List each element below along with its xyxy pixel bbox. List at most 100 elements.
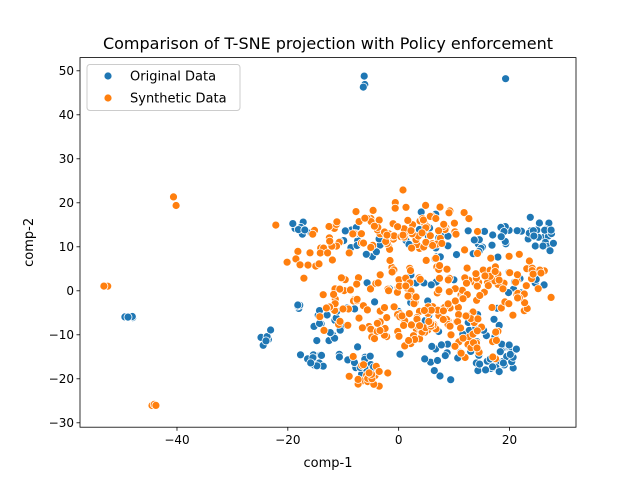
scatter-point <box>351 207 361 217</box>
scatter-point <box>472 343 482 353</box>
y-tick-label: 40 <box>59 108 74 122</box>
scatter-point <box>421 255 431 265</box>
scatter-point <box>293 300 303 310</box>
scatter-point <box>433 356 442 365</box>
scatter-point <box>452 250 461 260</box>
scatter-point <box>504 340 514 350</box>
chart-title: Comparison of T-SNE projection with Poli… <box>103 34 553 53</box>
scatter-point <box>345 285 355 295</box>
scatter-point <box>321 303 331 313</box>
legend-box <box>86 64 241 111</box>
scatter-point <box>475 359 485 369</box>
scatter-point <box>360 213 370 223</box>
scatter-point <box>460 245 470 255</box>
scatter-point <box>266 325 276 335</box>
scatter-point <box>415 274 425 284</box>
x-axis-label: comp-1 <box>304 456 353 471</box>
scatter-point <box>451 229 461 239</box>
scatter-point <box>296 350 305 360</box>
scatter-point <box>525 212 535 222</box>
scatter-point <box>336 273 346 283</box>
y-tick-label: 0 <box>66 284 74 298</box>
plot-frame <box>79 57 577 428</box>
scatter-point <box>475 291 485 300</box>
scatter-point <box>426 280 436 290</box>
scatter-point <box>398 185 408 195</box>
scatter-point <box>508 310 518 320</box>
scatter-point <box>375 270 385 280</box>
scatter-point <box>549 238 558 248</box>
scatter-point <box>411 292 421 302</box>
scatter-point <box>353 374 363 384</box>
scatter-point <box>435 371 445 381</box>
points-layer <box>99 71 558 410</box>
scatter-point <box>496 232 506 242</box>
scatter-point <box>434 285 444 295</box>
scatter-point <box>380 303 389 313</box>
scatter-point <box>489 314 499 324</box>
scatter-point <box>538 241 548 251</box>
scatter-point <box>335 316 345 326</box>
scatter-point <box>271 220 281 230</box>
scatter-point <box>530 241 540 251</box>
scatter-point <box>374 367 384 376</box>
scatter-point <box>495 347 505 357</box>
scatter-point <box>358 82 368 92</box>
scatter-point <box>473 248 482 258</box>
scatter-point <box>428 241 438 250</box>
scatter-point <box>445 321 455 331</box>
scatter-point <box>505 268 515 278</box>
legend-marker-original <box>103 71 113 81</box>
scatter-point <box>325 236 335 246</box>
scatter-point <box>359 360 368 370</box>
y-axis-label: comp-2 <box>22 218 37 267</box>
scatter-point <box>444 287 454 297</box>
scatter-point <box>490 267 500 276</box>
scatter-point <box>446 330 456 340</box>
scatter-point <box>373 278 383 288</box>
y-tick-label: −30 <box>49 416 74 430</box>
scatter-point <box>353 342 363 352</box>
scatter-point <box>533 284 543 294</box>
scatter-point <box>461 311 471 321</box>
scatter-point <box>319 325 329 335</box>
scatter-point <box>406 320 416 330</box>
scatter-point <box>418 215 428 225</box>
scatter-point <box>315 248 325 258</box>
scatter-point <box>359 238 368 248</box>
scatter-point <box>357 323 367 333</box>
scatter-point <box>456 348 466 358</box>
scatter-point <box>372 318 382 328</box>
scatter-point <box>362 305 372 315</box>
scatter-point <box>382 313 392 323</box>
scatter-point <box>491 335 501 345</box>
scatter-point <box>514 249 524 259</box>
scatter-point <box>439 219 449 229</box>
scatter-point <box>488 352 498 362</box>
scatter-point <box>291 254 301 264</box>
scatter-point <box>462 278 471 288</box>
scatter-point <box>462 263 472 273</box>
scatter-point <box>438 306 448 316</box>
scatter-point <box>406 266 415 276</box>
scatter-point <box>348 352 358 361</box>
scatter-point <box>315 312 325 322</box>
scatter-point <box>383 368 393 378</box>
scatter-point <box>401 202 411 212</box>
scatter-point <box>525 256 534 266</box>
scatter-point <box>300 225 310 235</box>
scatter-point <box>403 215 413 225</box>
scatter-point <box>472 281 482 291</box>
scatter-point <box>535 218 544 228</box>
scatter-point <box>442 264 452 274</box>
scatter-point <box>356 229 366 239</box>
scatter-point <box>446 375 456 385</box>
scatter-point <box>366 284 375 294</box>
scatter-point <box>505 349 515 359</box>
scatter-point <box>406 226 416 236</box>
scatter-point <box>424 317 434 326</box>
y-axis: −30 −20 −10 0 10 20 30 40 50 <box>49 64 80 430</box>
y-tick-label: 10 <box>59 240 74 254</box>
scatter-point <box>528 269 538 279</box>
